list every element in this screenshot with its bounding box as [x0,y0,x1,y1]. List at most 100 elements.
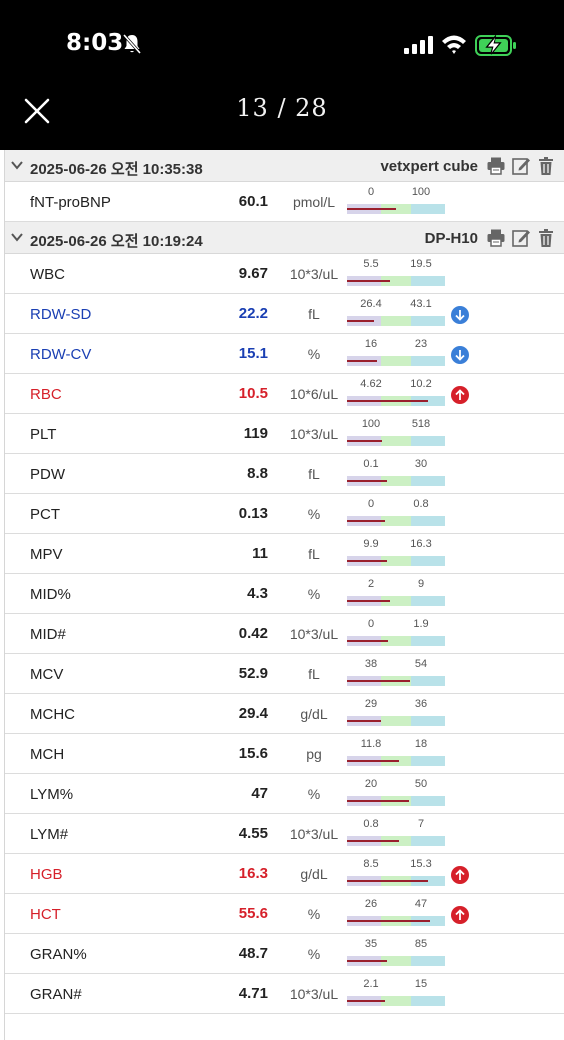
range-bar-normal-zone [381,436,411,446]
range-marker [347,760,399,762]
result-row[interactable]: RDW-SD 22.2 fL 26.4 43.1 [5,294,564,334]
test-value: 9.67 [238,265,268,282]
result-row[interactable]: MID% 4.3% 2 9 [5,574,564,614]
printer-icon[interactable] [486,156,506,176]
result-row[interactable]: PCT 0.13% 0 0.8 [5,494,564,534]
range-bar-high-zone [411,996,445,1006]
ref-range-low: 2 [367,578,375,590]
result-row[interactable]: HGB 16.3 g/dL 8.5 15.3 [5,854,564,894]
ref-range-high: 15.3 [410,858,432,870]
test-value: 8.8 [247,465,268,482]
test-value: 55.6 [238,905,268,922]
chevron-down-icon[interactable] [11,160,23,170]
test-name: PDW [30,466,65,483]
range-marker [347,520,385,522]
range-bar [347,636,445,646]
ref-range-low: 20 [364,778,378,790]
range-bar [347,204,445,214]
test-name: LYM# [30,826,69,843]
range-marker [347,720,381,722]
result-row[interactable]: GRAN# 4.71 10*3/uL 2.1 15 [5,974,564,1014]
edit-icon[interactable] [511,156,531,176]
range-bar-normal-zone [381,516,411,526]
test-unit: pg [306,746,322,762]
test-value: 11 [252,545,268,562]
test-unit: % [307,946,321,962]
test-value: 29.4 [238,705,268,722]
test-value: 0.42 [238,625,268,642]
result-row[interactable]: PLT 119 10*3/uL 100 518 [5,414,564,454]
test-unit: 10*3/uL [289,266,339,282]
chevron-down-icon[interactable] [11,232,23,242]
test-name: RDW-SD [30,306,92,323]
range-bar [347,876,445,886]
test-name: MCHC [30,706,75,723]
printer-icon[interactable] [486,228,506,248]
result-row[interactable]: WBC 9.67 10*3/uL 5.5 19.5 [5,254,564,294]
bell-muted-icon [122,34,142,54]
group-date: 2025-06-26 오전 10:19:24 [30,233,203,250]
result-row[interactable]: MPV 11 fL 9.9 16.3 [5,534,564,574]
range-bar-high-zone [411,356,445,366]
ref-range-high: 54 [414,658,428,670]
ref-range-high: 7 [417,818,425,830]
ref-range-high: 30 [414,458,428,470]
ref-range-low: 35 [364,938,378,950]
range-bar [347,916,445,926]
trash-icon[interactable] [536,156,556,176]
ref-range-high: 1.9 [413,618,429,630]
arrow-down-icon [451,346,469,364]
ref-range-low: 9.9 [363,538,379,550]
group-date: 2025-06-26 오전 10:35:38 [30,161,203,178]
range-marker [347,640,388,642]
test-name: HGB [30,866,63,883]
ref-range-low: 5.5 [363,258,379,270]
test-name: LYM% [30,786,74,803]
range-bar-high-zone [411,436,445,446]
close-icon[interactable] [22,96,52,126]
test-value: 4.55 [238,825,268,842]
range-bar-high-zone [411,204,445,214]
range-marker [347,360,377,362]
test-value: 119 [243,425,268,442]
test-name: GRAN% [30,946,87,963]
ref-range-low: 16 [364,338,378,350]
range-bar-high-zone [411,316,445,326]
status-time: 8:03 [66,30,124,56]
range-bar-high-zone [411,756,445,766]
test-unit: % [307,786,321,802]
test-value: 48.7 [238,945,268,962]
result-row[interactable]: LYM% 47% 20 50 [5,774,564,814]
test-name: RDW-CV [30,346,92,363]
trash-icon[interactable] [536,228,556,248]
result-row[interactable]: GRAN% 48.7% 35 85 [5,934,564,974]
range-bar-normal-zone [381,636,411,646]
result-row[interactable]: RDW-CV 15.1% 16 23 [5,334,564,374]
result-row[interactable]: LYM# 4.55 10*3/uL 0.8 7 [5,814,564,854]
test-value: 60.1 [238,193,268,210]
edit-icon[interactable] [511,228,531,248]
result-row[interactable]: RBC 10.5 10*6/uL 4.62 10.2 [5,374,564,414]
result-row[interactable]: MCV 52.9 fL 38 54 [5,654,564,694]
result-row[interactable]: MCHC 29.4 g/dL 29 36 [5,694,564,734]
result-row[interactable]: PDW 8.8 fL 0.1 30 [5,454,564,494]
result-row[interactable]: fNT-proBNP 60.1 pmol/L 0 100 [5,182,564,222]
results-list: 2025-06-26 오전 10:35:38 vetxpert cube fNT-p… [4,150,564,1040]
test-value: 10.5 [238,385,268,402]
test-name: WBC [30,266,65,283]
test-name: MID% [30,586,71,603]
range-bar [347,516,445,526]
ref-range-high: 10.2 [410,378,432,390]
result-row[interactable]: HCT 55.6% 26 47 [5,894,564,934]
arrow-up-icon [451,866,469,884]
ref-range-high: 15 [414,978,428,990]
test-value: 52.9 [238,665,268,682]
test-unit: 10*3/uL [289,626,339,642]
range-bar [347,356,445,366]
result-row[interactable]: MCH 15.6 pg 11.8 18 [5,734,564,774]
ref-range-low: 0 [367,618,375,630]
result-row[interactable]: MID# 0.42 10*3/uL 0 1.9 [5,614,564,654]
ref-range-high: 47 [414,898,428,910]
battery-charging-icon [475,35,516,56]
ref-range-low: 0 [367,498,375,510]
